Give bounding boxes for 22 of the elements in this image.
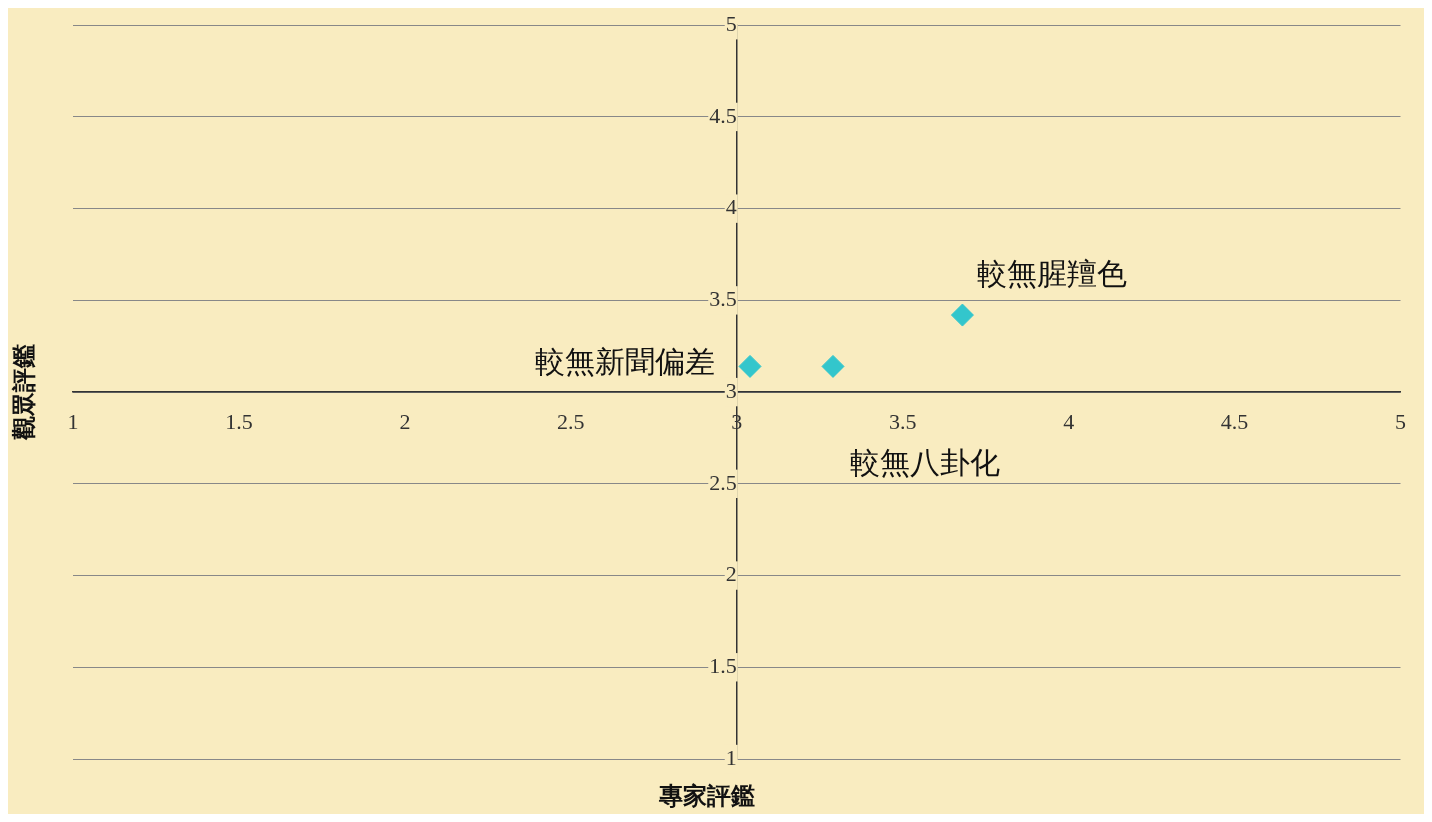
x-tick-label: 4.5 [1220,409,1249,435]
x-axis-title: 專家評鑑 [657,783,755,810]
y-tick-label: 2.5 [709,469,737,495]
y-tick-label: 1.5 [709,653,737,679]
x-tick-label: 1.5 [225,409,253,435]
y-tick-label: 3 [725,377,737,403]
annotation: 較無新聞偏差 [535,345,716,379]
y-tick-label: 1 [725,744,737,770]
x-tick-label: 2.5 [557,409,585,435]
y-tick-label: 2 [725,561,737,587]
y-tick-label: 5 [725,10,737,36]
annotation: 較無腥羶色 [977,256,1128,290]
x-tick-label: 4 [1063,409,1075,435]
annotation: 較無八卦化 [849,446,1000,480]
x-tick-label: 3.5 [888,409,917,435]
y-tick-label: 4 [725,194,737,220]
x-tick-label: 2 [399,409,411,435]
x-tick-label: 5 [1395,409,1406,435]
y-tick-label: 3.5 [709,286,737,312]
y-tick-label: 4.5 [709,102,737,128]
y-axis-title: 觀眾評鑑 [11,344,38,442]
x-tick-label: 1 [67,409,79,435]
